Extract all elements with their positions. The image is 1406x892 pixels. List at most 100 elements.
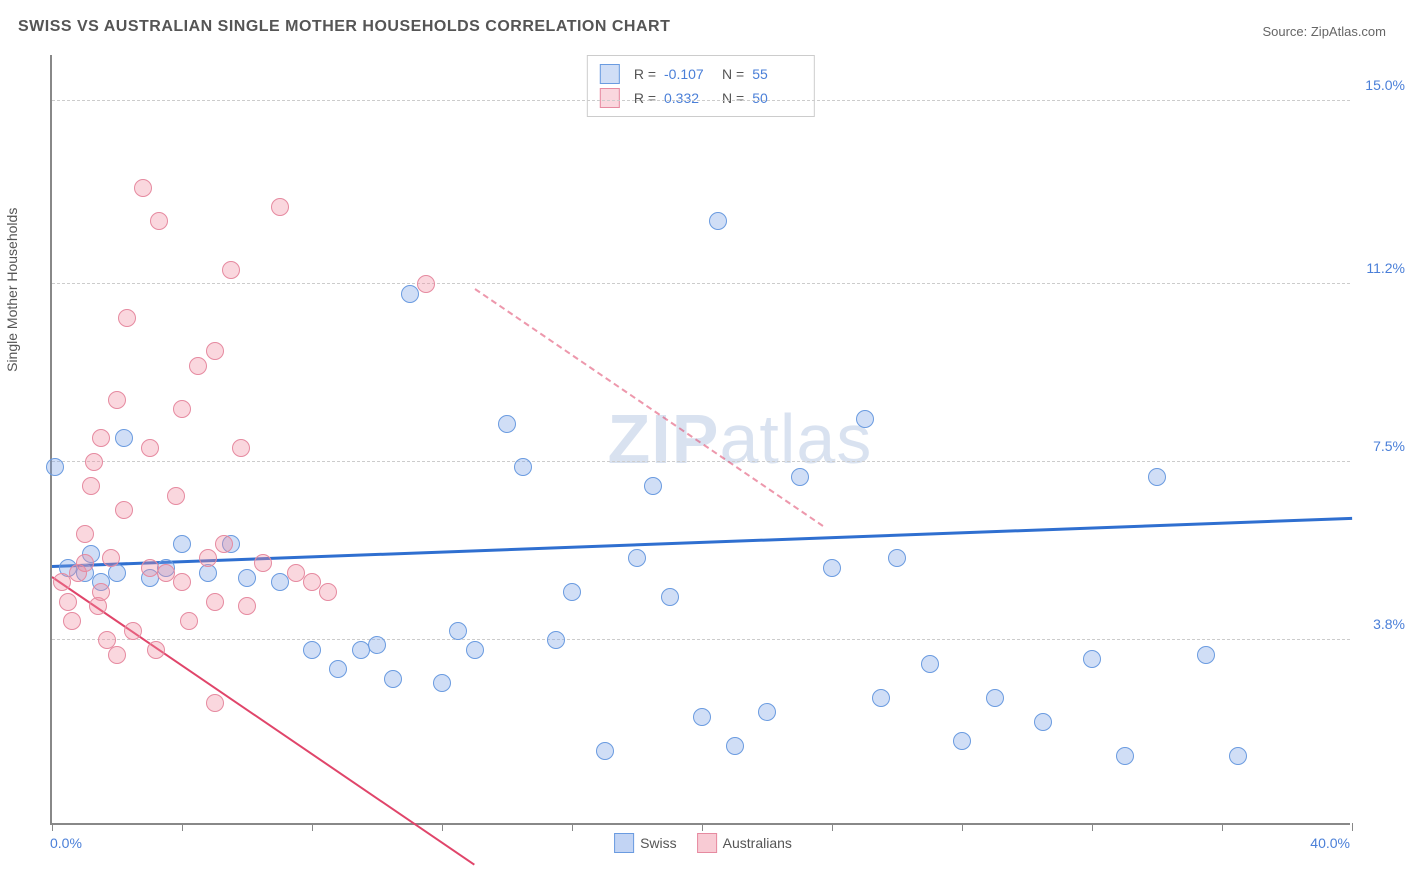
legend-swatch xyxy=(614,833,634,853)
scatter-point xyxy=(215,535,233,553)
y-tick-label: 11.2% xyxy=(1366,260,1405,276)
scatter-point xyxy=(76,525,94,543)
scatter-point xyxy=(303,573,321,591)
gridline xyxy=(52,639,1350,640)
legend-swatch xyxy=(600,88,620,108)
scatter-point xyxy=(1116,747,1134,765)
scatter-point xyxy=(1229,747,1247,765)
scatter-point xyxy=(872,689,890,707)
scatter-point xyxy=(92,429,110,447)
x-tick xyxy=(702,823,703,831)
y-tick-label: 7.5% xyxy=(1373,438,1405,454)
scatter-point xyxy=(76,554,94,572)
n-label: N = xyxy=(722,90,744,106)
legend-item: Swiss xyxy=(614,833,677,853)
scatter-point xyxy=(661,588,679,606)
scatter-point xyxy=(115,501,133,519)
scatter-point xyxy=(199,549,217,567)
x-tick xyxy=(572,823,573,831)
scatter-point xyxy=(466,641,484,659)
scatter-point xyxy=(115,429,133,447)
x-tick xyxy=(1092,823,1093,831)
r-label: R = xyxy=(634,90,656,106)
scatter-point xyxy=(53,573,71,591)
scatter-point xyxy=(368,636,386,654)
scatter-point xyxy=(1083,650,1101,668)
scatter-point xyxy=(206,342,224,360)
n-label: N = xyxy=(722,66,744,82)
scatter-point xyxy=(758,703,776,721)
scatter-point xyxy=(157,564,175,582)
gridline xyxy=(52,283,1350,284)
legend-label: Australians xyxy=(723,835,792,851)
r-value: -0.107 xyxy=(664,66,714,82)
scatter-point xyxy=(63,612,81,630)
legend-item: Australians xyxy=(697,833,792,853)
watermark-bold: ZIP xyxy=(608,400,720,478)
scatter-point xyxy=(118,309,136,327)
watermark-light: atlas xyxy=(719,400,872,478)
scatter-point xyxy=(644,477,662,495)
r-label: R = xyxy=(634,66,656,82)
scatter-point xyxy=(167,487,185,505)
scatter-point xyxy=(85,453,103,471)
scatter-point xyxy=(921,655,939,673)
legend-label: Swiss xyxy=(640,835,677,851)
x-tick xyxy=(182,823,183,831)
y-axis-label: Single Mother Households xyxy=(4,208,20,372)
x-tick xyxy=(442,823,443,831)
scatter-point xyxy=(173,535,191,553)
scatter-point xyxy=(238,597,256,615)
scatter-point xyxy=(563,583,581,601)
scatter-point xyxy=(59,593,77,611)
scatter-point xyxy=(173,573,191,591)
scatter-point xyxy=(108,646,126,664)
scatter-plot-area: ZIPatlas R =-0.107N =55R =0.332N =50 3.8… xyxy=(50,55,1350,825)
scatter-point xyxy=(102,549,120,567)
scatter-point xyxy=(287,564,305,582)
scatter-point xyxy=(888,549,906,567)
x-axis-max-label: 40.0% xyxy=(1310,835,1350,851)
scatter-point xyxy=(206,694,224,712)
scatter-point xyxy=(238,569,256,587)
scatter-point xyxy=(1034,713,1052,731)
watermark: ZIPatlas xyxy=(608,399,873,479)
scatter-point xyxy=(147,641,165,659)
scatter-point xyxy=(1197,646,1215,664)
scatter-point xyxy=(180,612,198,630)
source-label: Source: xyxy=(1262,24,1310,39)
gridline xyxy=(52,100,1350,101)
scatter-point xyxy=(823,559,841,577)
scatter-point xyxy=(82,477,100,495)
scatter-point xyxy=(92,583,110,601)
scatter-point xyxy=(254,554,272,572)
scatter-point xyxy=(150,212,168,230)
scatter-point xyxy=(693,708,711,726)
correlation-legend: R =-0.107N =55R =0.332N =50 xyxy=(587,55,815,117)
scatter-point xyxy=(303,641,321,659)
scatter-point xyxy=(547,631,565,649)
scatter-point xyxy=(596,742,614,760)
y-tick-label: 3.8% xyxy=(1373,616,1405,632)
gridline xyxy=(52,461,1350,462)
n-value: 50 xyxy=(752,90,802,106)
scatter-point xyxy=(791,468,809,486)
scatter-point xyxy=(141,559,159,577)
x-tick xyxy=(832,823,833,831)
scatter-point xyxy=(141,439,159,457)
x-tick xyxy=(1352,823,1353,831)
scatter-point xyxy=(124,622,142,640)
scatter-point xyxy=(1148,468,1166,486)
x-tick xyxy=(962,823,963,831)
scatter-point xyxy=(46,458,64,476)
scatter-point xyxy=(271,573,289,591)
correlation-legend-row: R =-0.107N =55 xyxy=(600,62,802,86)
source-attribution: Source: ZipAtlas.com xyxy=(1262,24,1386,39)
scatter-point xyxy=(726,737,744,755)
legend-swatch xyxy=(697,833,717,853)
scatter-point xyxy=(319,583,337,601)
scatter-point xyxy=(417,275,435,293)
x-tick xyxy=(312,823,313,831)
scatter-point xyxy=(232,439,250,457)
scatter-point xyxy=(514,458,532,476)
